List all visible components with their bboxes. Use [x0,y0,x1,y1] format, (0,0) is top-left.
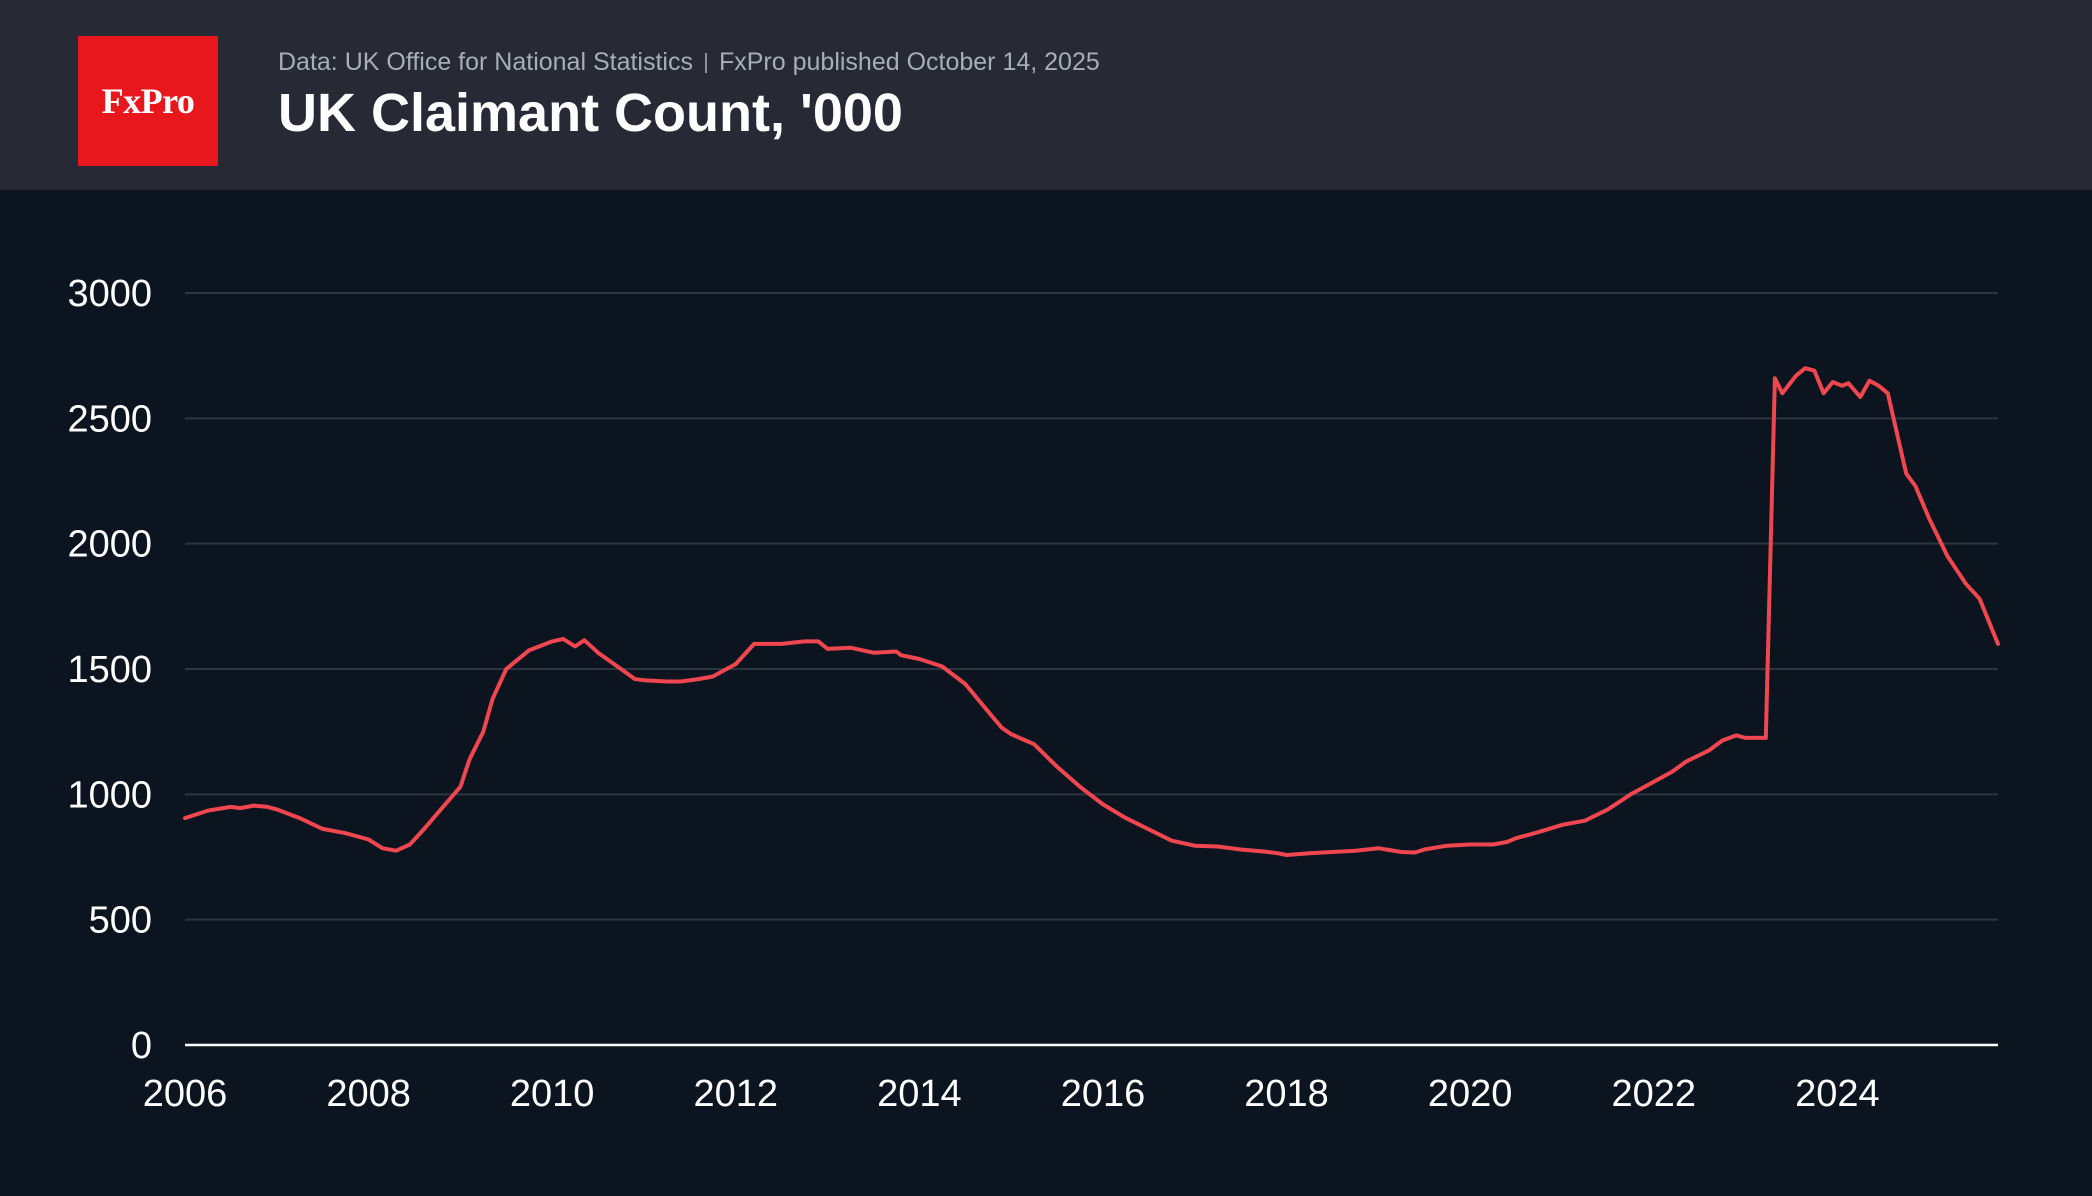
x-axis-ticks: 2006 2008 2010 2012 2014 2016 2018 2020 2022 2024 [143,1073,1880,1115]
y-tick-label: 2500 [67,398,152,440]
published-date: FxPro published October 14, 2025 [718,48,1100,76]
y-tick-label: 3000 [67,273,152,315]
y-tick-label: 2000 [67,524,152,566]
gridlines [185,292,1998,921]
y-tick-label: 1500 [67,649,152,691]
fxpro-logo: FxPro [78,36,218,166]
x-tick-label: 2014 [877,1073,962,1115]
separator [704,52,707,73]
logo-text: FxPro [101,81,195,121]
series-line-claimant-count [183,366,2000,857]
y-tick-label: 0 [131,1025,152,1067]
chart-title: UK Claimant Count, '000 [278,83,903,143]
x-tick-label: 2006 [143,1073,228,1115]
y-tick-label: 500 [89,900,152,942]
y-tick-label: 1000 [67,774,152,816]
x-tick-label: 2016 [1061,1073,1146,1115]
y-axis-ticks: 0 500 1000 1500 2000 2500 3000 [67,273,152,1067]
x-tick-label: 2018 [1244,1073,1329,1115]
x-tick-label: 2020 [1428,1073,1513,1115]
x-tick-label: 2008 [326,1073,411,1115]
x-tick-label: 2012 [694,1073,779,1115]
x-tick-label: 2024 [1795,1073,1880,1115]
data-source: Data: UK Office for National Statistics [278,48,693,76]
x-tick-label: 2022 [1611,1073,1696,1115]
source-line: Data: UK Office for National Statistics … [278,48,1100,77]
header-bar: FxPro Data: UK Office for National Stati… [0,0,2092,190]
x-tick-label: 2010 [510,1073,595,1115]
